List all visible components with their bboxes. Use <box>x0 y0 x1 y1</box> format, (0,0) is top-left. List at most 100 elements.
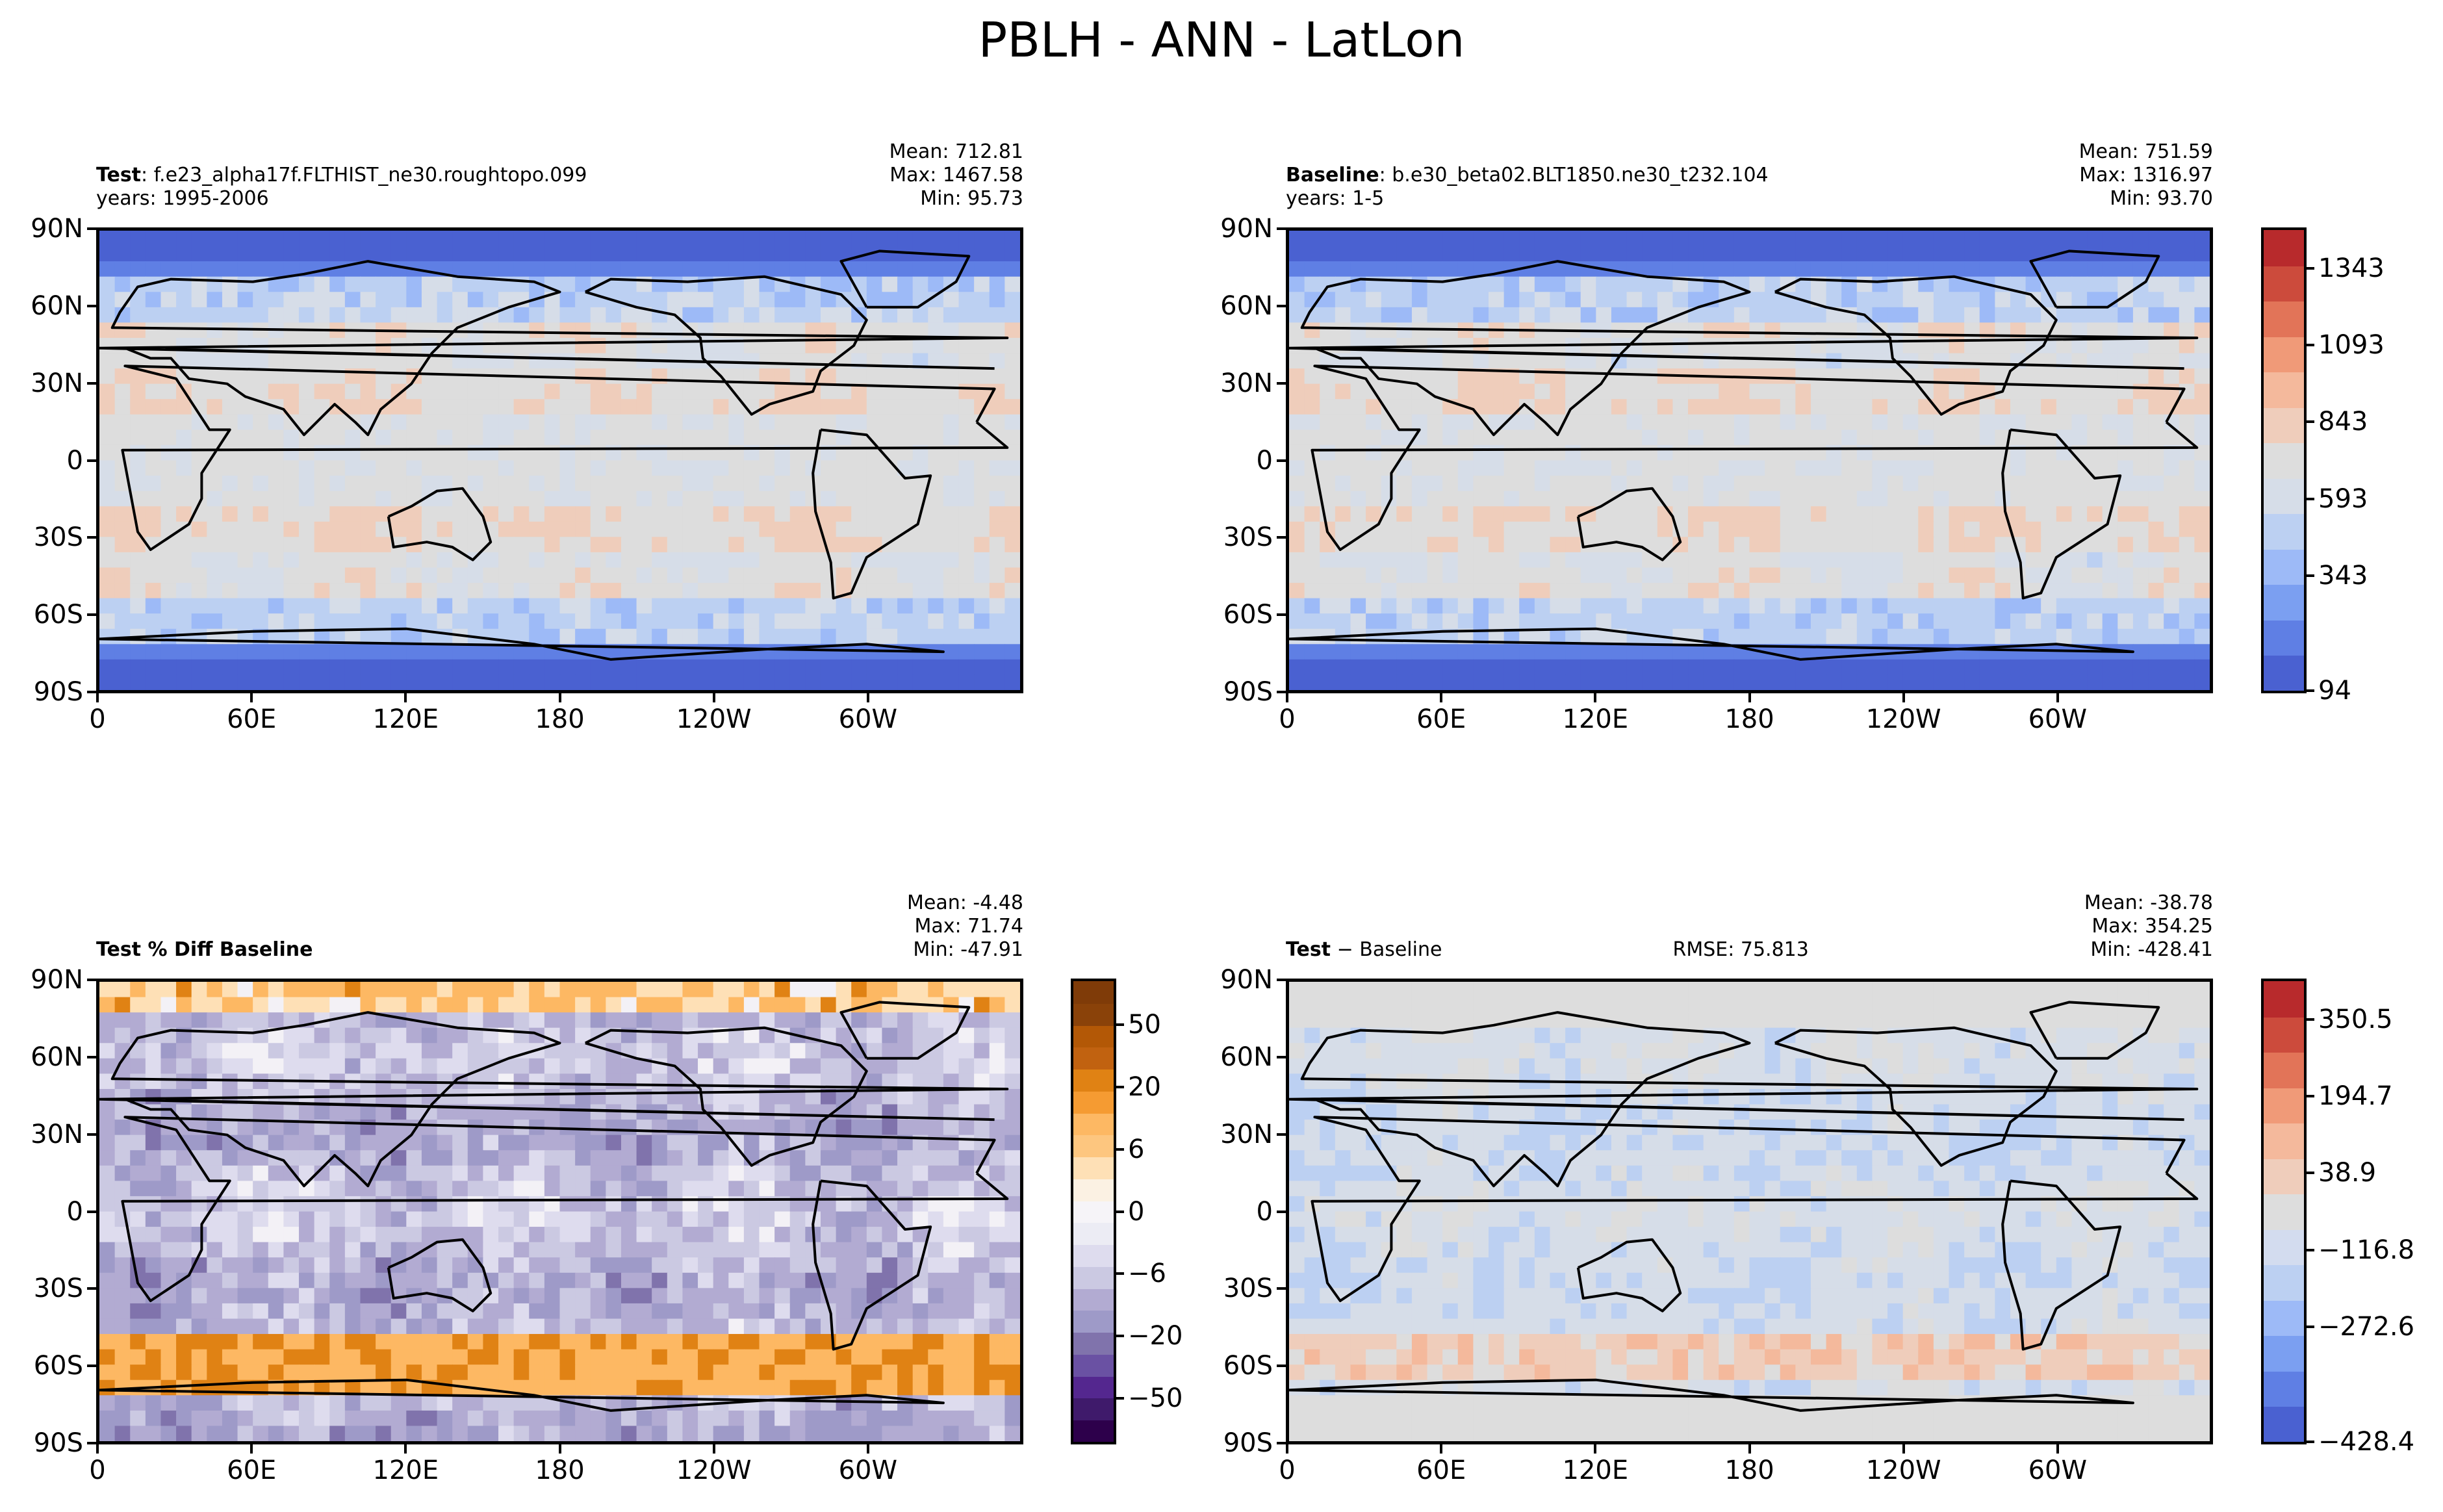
map-cell <box>498 644 515 660</box>
map-cell <box>1887 460 1904 476</box>
map-cell <box>897 1058 914 1075</box>
map-cell <box>437 521 453 538</box>
map-cell <box>1841 399 1858 415</box>
map-cell <box>145 246 162 262</box>
map-cell <box>682 491 698 507</box>
map-cell <box>1841 276 1858 293</box>
map-cell <box>1841 368 1858 385</box>
map-cell <box>1289 307 1305 324</box>
map-cell <box>2117 583 2134 599</box>
map-cell <box>789 460 806 476</box>
map-cell <box>130 429 146 446</box>
map-cell <box>1427 460 1443 476</box>
map-cell <box>421 1227 438 1243</box>
map-cell <box>329 246 346 262</box>
map-cell <box>620 414 637 431</box>
map-cell <box>882 659 898 676</box>
map-cell <box>713 322 730 339</box>
map-cell <box>329 1257 346 1274</box>
map-cell <box>559 567 576 583</box>
map-cell <box>1872 659 1888 676</box>
map-cell <box>1826 414 1842 431</box>
map-cell <box>943 613 960 630</box>
map-cell <box>283 1288 300 1304</box>
map-cell <box>912 307 929 324</box>
map-cell <box>483 628 499 645</box>
map-cell <box>314 1272 331 1289</box>
map-cell <box>498 1227 515 1243</box>
map-cell <box>1427 261 1443 277</box>
map-cell <box>1856 383 1873 400</box>
map-cell <box>1733 231 1750 247</box>
map-cell <box>160 1211 177 1227</box>
map-cell <box>160 1043 177 1059</box>
map-cell <box>652 368 668 385</box>
map-cell <box>1749 276 1765 293</box>
map-cell <box>2071 552 2088 569</box>
map-cell <box>2117 567 2134 583</box>
map-cell <box>376 598 392 614</box>
map-cell <box>299 1227 315 1243</box>
map-cell <box>2164 307 2180 324</box>
map-cell <box>620 399 637 415</box>
map-cell <box>1442 521 1459 538</box>
map-cell <box>1580 276 1597 293</box>
map-cell <box>882 261 898 277</box>
map-cell <box>836 628 852 645</box>
map-cell <box>774 1257 791 1274</box>
map-cell <box>682 506 698 522</box>
map-cell <box>743 1272 760 1289</box>
map-cell <box>1411 644 1428 660</box>
map-cell <box>283 644 300 660</box>
map-cell <box>958 583 975 599</box>
map-cell <box>1733 567 1750 583</box>
map-cell <box>1473 444 1489 461</box>
map-cell <box>759 982 775 998</box>
map-cell <box>2148 368 2164 385</box>
map-cell <box>805 353 821 369</box>
map-cell <box>805 1012 821 1029</box>
map-cell <box>1810 567 1827 583</box>
map-cell <box>1457 383 1474 400</box>
map-cell <box>513 659 530 676</box>
map-cell <box>1902 491 1919 507</box>
map-cell <box>836 491 852 507</box>
map-cell <box>1949 231 1965 247</box>
map-cell <box>529 982 545 998</box>
map-cell <box>299 674 315 690</box>
map-cell <box>421 567 438 583</box>
panel-title: Test % Diff Baseline <box>96 938 313 962</box>
map-cell <box>575 1150 591 1166</box>
map-cell <box>299 292 315 308</box>
colorbar-segment <box>2264 655 2304 691</box>
map-cell <box>314 1211 331 1227</box>
map-cell <box>1442 231 1459 247</box>
map-cell <box>1688 444 1704 461</box>
map-cell <box>222 491 238 507</box>
map-cell <box>2164 368 2180 385</box>
map-cell <box>2087 552 2103 569</box>
map-cell <box>1872 644 1888 660</box>
map-cell <box>1550 292 1566 308</box>
map-cell <box>1642 506 1658 522</box>
map-cell <box>989 246 1006 262</box>
map-cell <box>283 598 300 614</box>
map-cell <box>253 353 269 369</box>
map-cell <box>897 567 914 583</box>
map-cell <box>237 506 253 522</box>
map-cell <box>805 997 821 1013</box>
map-cell <box>606 1272 622 1289</box>
map-cell <box>529 1211 545 1227</box>
map-cell <box>329 552 346 569</box>
map-cell <box>1826 292 1842 308</box>
map-cell <box>1964 567 1980 583</box>
map-cell <box>498 567 515 583</box>
map-cell <box>160 491 177 507</box>
map-cell <box>1765 261 1781 277</box>
map-cell <box>1749 598 1765 614</box>
map-cell <box>2071 567 2088 583</box>
map-cell <box>1688 460 1704 476</box>
map-cell <box>1473 476 1489 492</box>
map-cell <box>406 1165 422 1182</box>
map-cell <box>529 1227 545 1243</box>
